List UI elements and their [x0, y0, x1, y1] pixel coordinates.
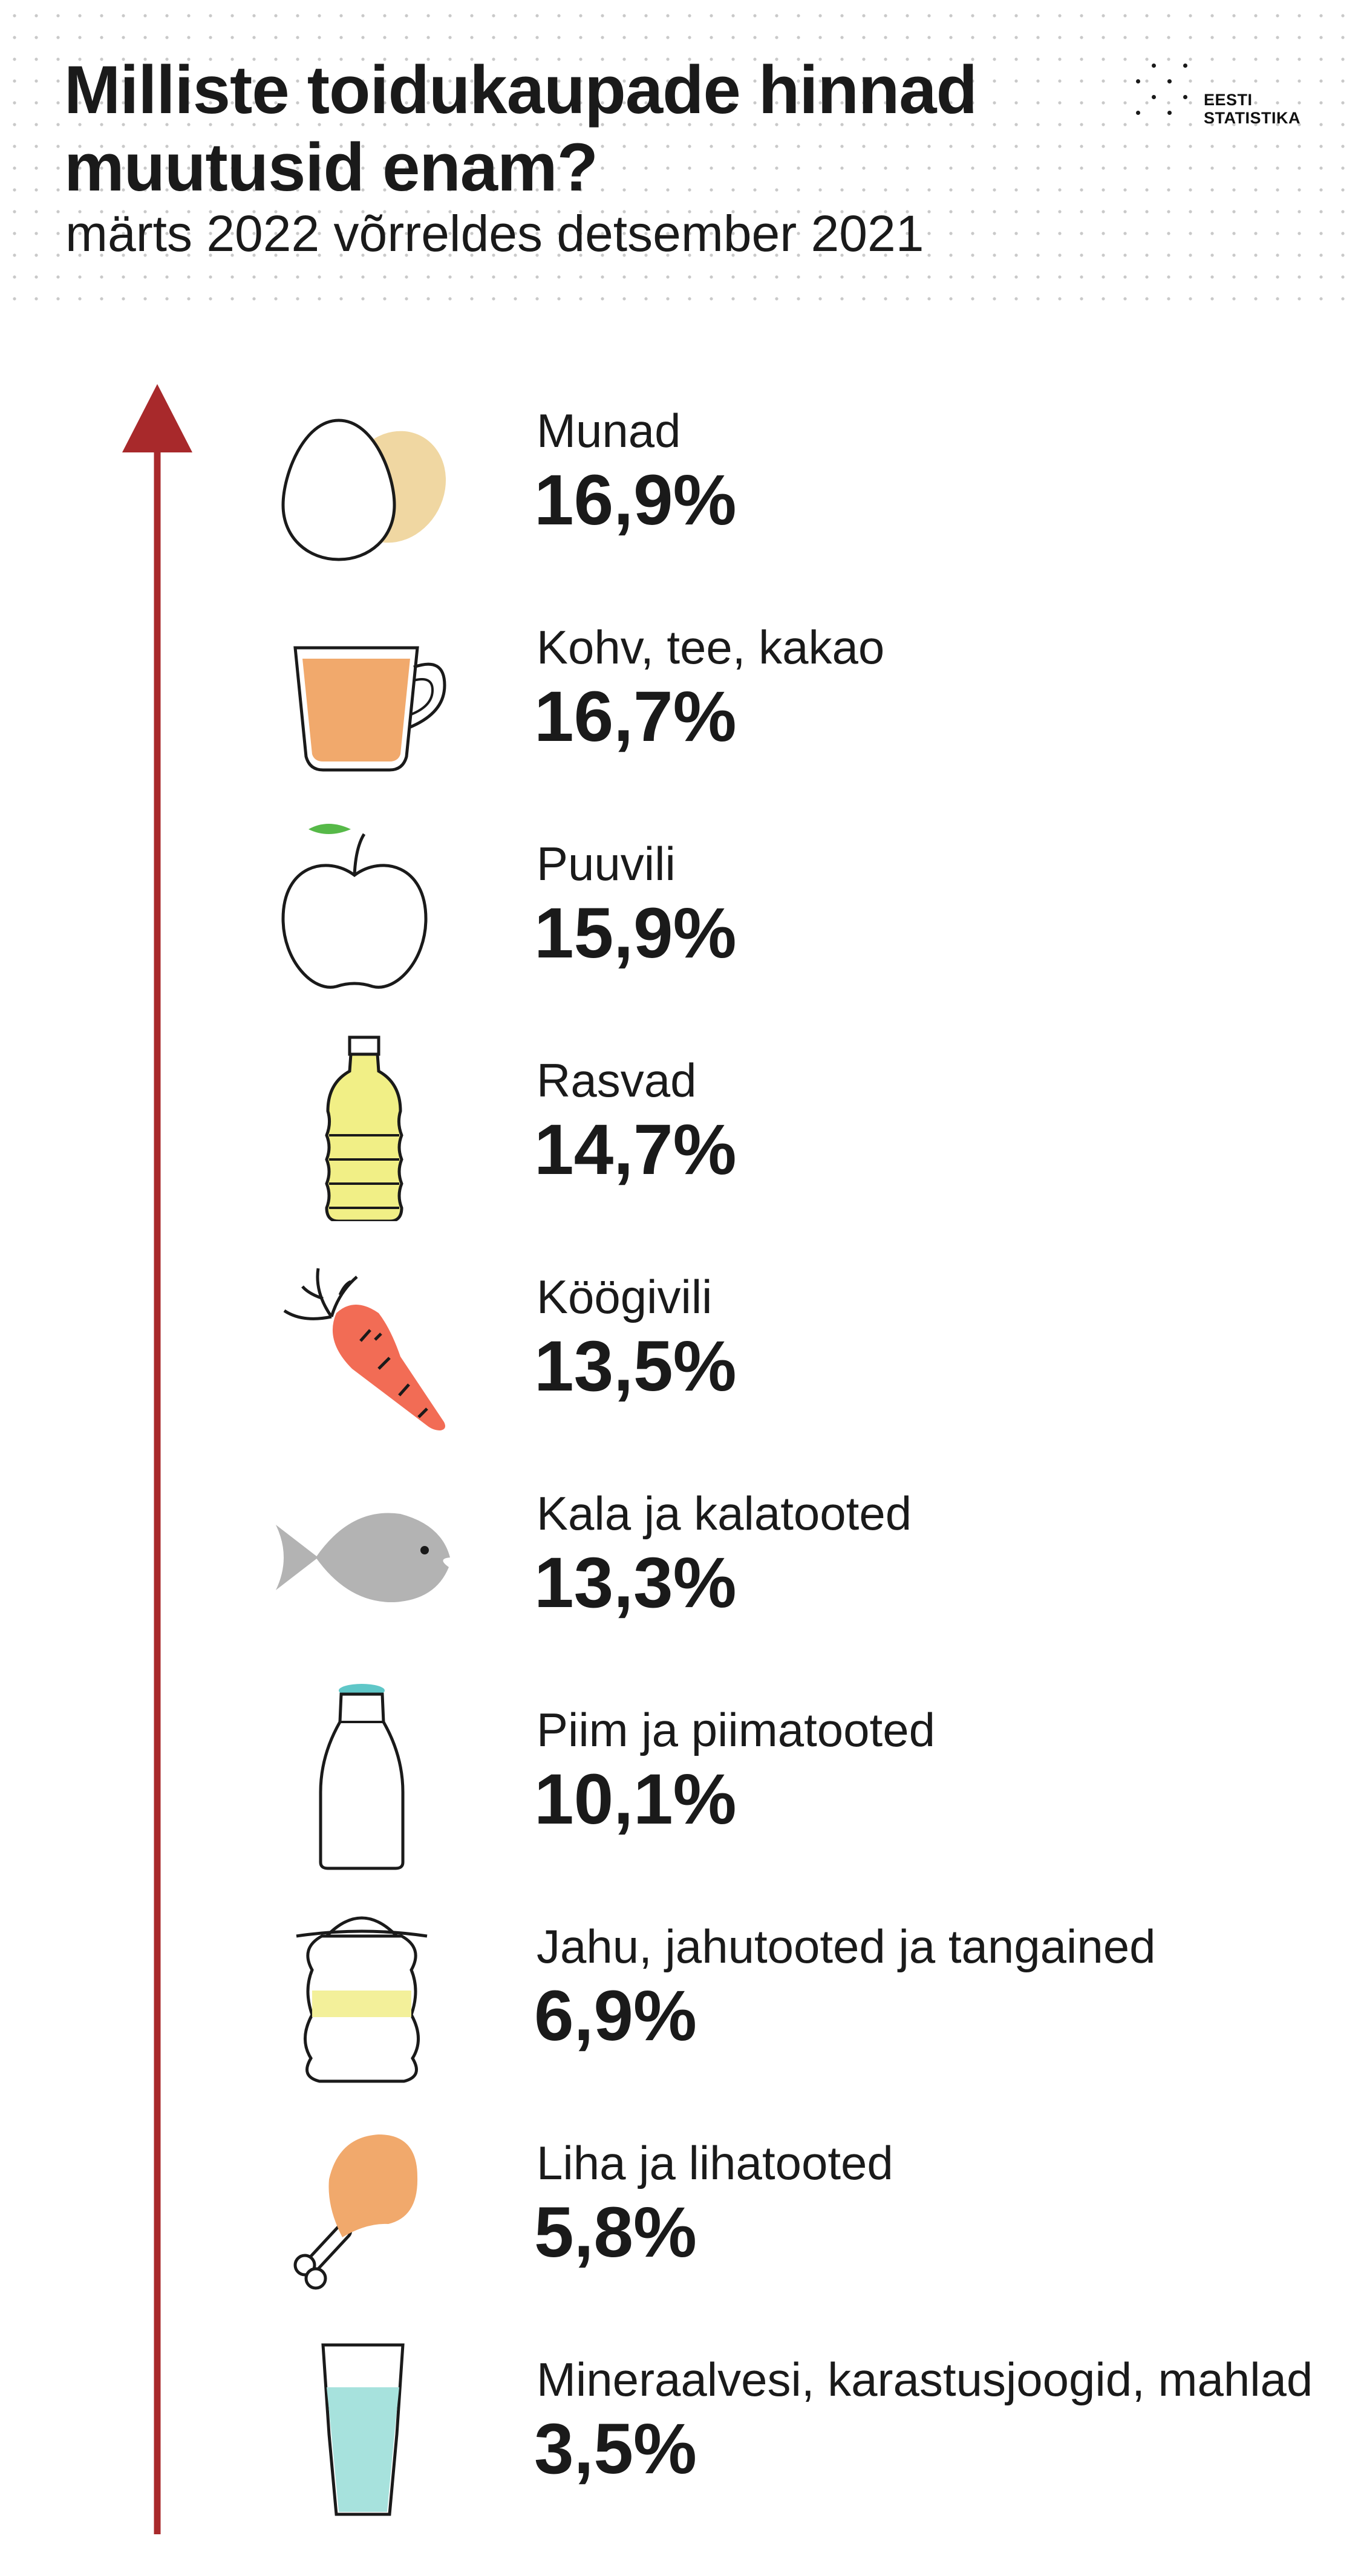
list-item: Munad 16,9%	[0, 378, 1361, 578]
value-label: 13,3%	[534, 1543, 737, 1623]
list-item: Rasvad 14,7%	[0, 1028, 1361, 1227]
logo-line-2: STATISTIKA	[1204, 109, 1301, 127]
category-label: Kala ja kalatooted	[537, 1487, 912, 1540]
list-item: Mineraalvesi, karastusjoogid, mahlad 3,5%	[0, 2327, 1361, 2526]
carrot-icon	[283, 1268, 445, 1430]
category-label: Mineraalvesi, karastusjoogid, mahlad	[537, 2353, 1313, 2406]
list-item: Puuvili 15,9%	[0, 811, 1361, 1011]
value-label: 15,9%	[534, 893, 737, 973]
water-glass-icon	[321, 2343, 405, 2516]
value-label: 6,9%	[534, 1976, 697, 2056]
value-label: 10,1%	[534, 1759, 737, 1839]
category-label: Rasvad	[537, 1054, 697, 1107]
value-label: 14,7%	[534, 1110, 737, 1190]
milk-bottle-icon	[319, 1684, 405, 1870]
list-item: Jahu, jahutooted ja tangained 6,9%	[0, 1894, 1361, 2093]
value-label: 16,9%	[534, 460, 737, 540]
list-item: Piim ja piimatooted 10,1%	[0, 1677, 1361, 1877]
logo-line-1: EESTI	[1204, 91, 1253, 109]
arrow-head	[122, 384, 192, 452]
list-item: Liha ja lihatooted 5,8%	[0, 2110, 1361, 2310]
fish-icon	[276, 1513, 450, 1603]
value-label: 5,8%	[534, 2193, 697, 2272]
logo: EESTI STATISTIKA	[1204, 91, 1301, 127]
up-arrow-icon	[122, 384, 192, 2534]
page-title: Milliste toidukaupade hinnad muutusid en…	[64, 51, 1062, 206]
category-label: Puuvili	[537, 837, 676, 890]
apple-icon	[281, 824, 428, 989]
category-label: Kohv, tee, kakao	[537, 621, 885, 674]
list-item: Köögivili 13,5%	[0, 1244, 1361, 1444]
category-label: Piim ja piimatooted	[537, 1703, 935, 1756]
value-label: 16,7%	[534, 677, 737, 757]
egg-icon	[281, 419, 446, 561]
list-item: Kala ja kalatooted 13,3%	[0, 1461, 1361, 1660]
category-label: Jahu, jahutooted ja tangained	[537, 1920, 1156, 1973]
title-line-1: Milliste toidukaupade hinnad	[64, 52, 978, 128]
logo-dot	[1152, 95, 1156, 99]
oil-bottle-icon	[325, 1035, 403, 1221]
value-label: 3,5%	[534, 2409, 697, 2489]
title-line-2: muutusid enam?	[64, 129, 598, 205]
category-label: Munad	[537, 404, 681, 457]
logo-dot	[1167, 79, 1172, 83]
list-item: Kohv, tee, kakao 16,7%	[0, 595, 1361, 794]
logo-dot	[1167, 111, 1172, 115]
header: Milliste toidukaupade hinnad muutusid en…	[0, 0, 1361, 305]
logo-dot	[1152, 64, 1156, 68]
chicken-leg-icon	[293, 2134, 418, 2290]
value-label: 13,5%	[534, 1326, 737, 1406]
logo-dot	[1136, 79, 1140, 83]
coffee-cup-icon	[293, 646, 446, 772]
logo-dot	[1136, 111, 1140, 115]
flour-sack-icon	[296, 1916, 428, 2083]
page-subtitle: märts 2022 võrreldes detsember 2021	[65, 205, 924, 262]
category-label: Liha ja lihatooted	[537, 2136, 893, 2190]
logo-dot	[1183, 64, 1187, 68]
logo-dot	[1183, 95, 1187, 99]
logo-dots-icon	[1136, 64, 1203, 130]
category-label: Köögivili	[537, 1270, 713, 1323]
